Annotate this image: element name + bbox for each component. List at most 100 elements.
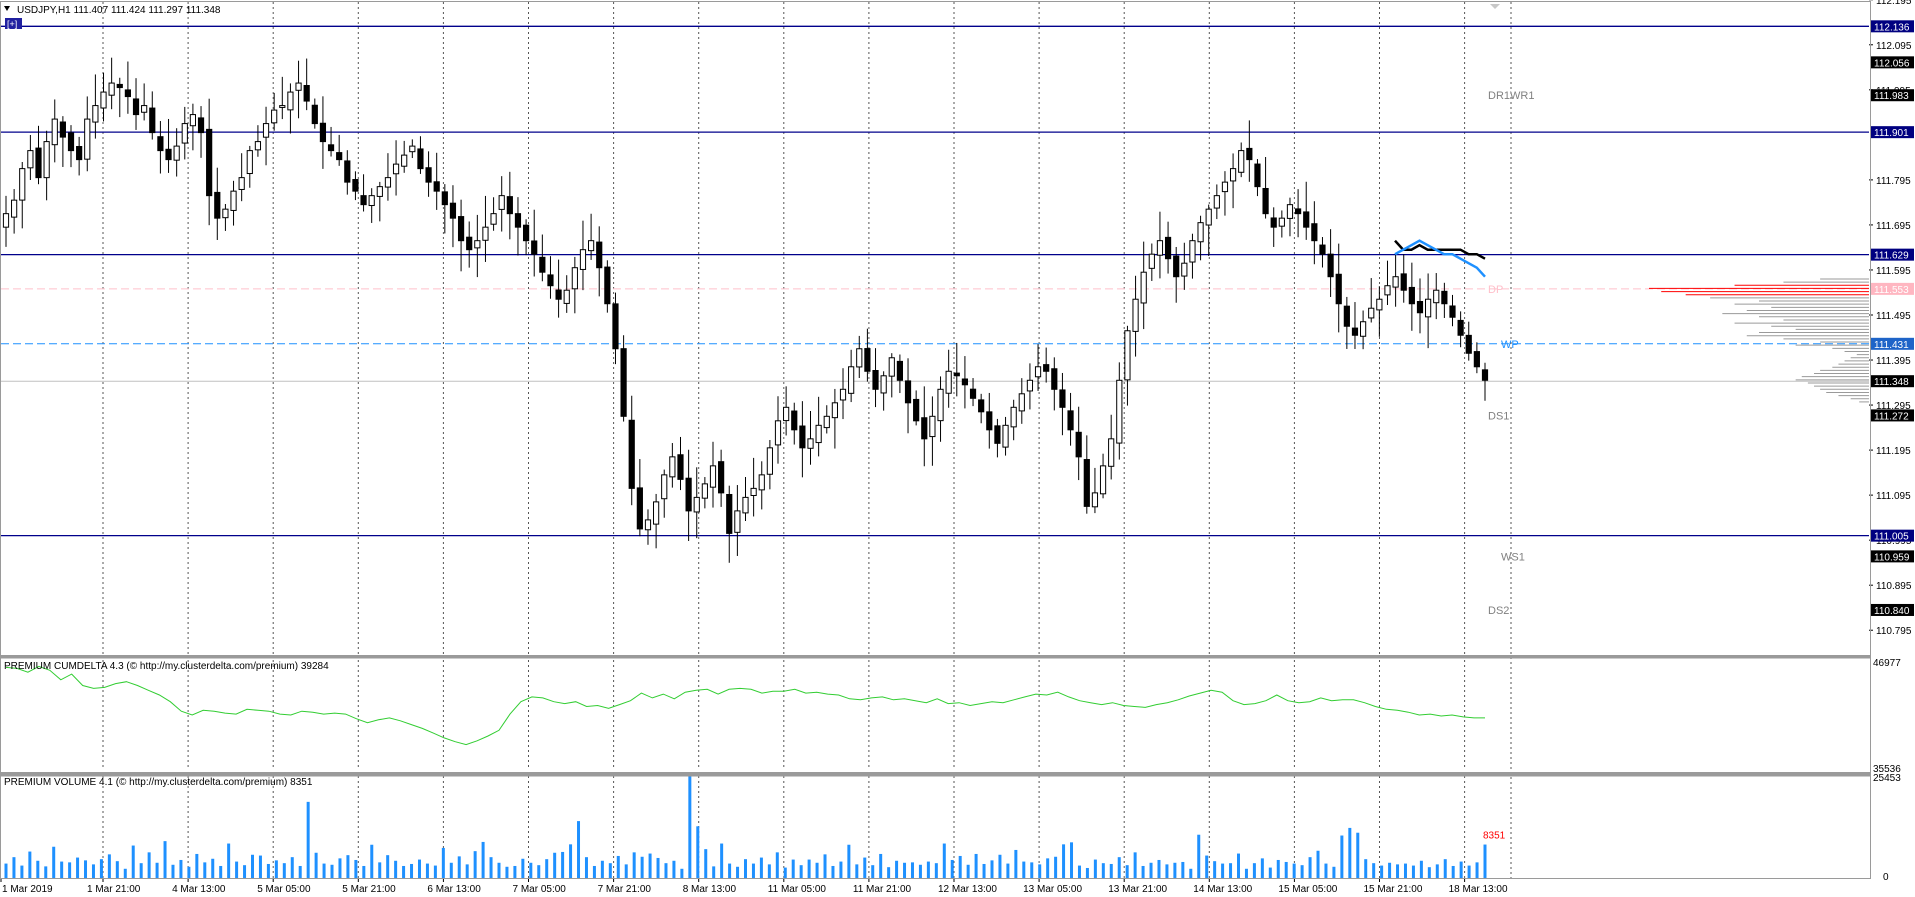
candle-body [1473,351,1480,368]
time-tick-label: 7 Mar 21:00 [598,884,652,895]
candle-body [498,195,505,210]
horizontal-levels[interactable] [1,25,1869,537]
candle-body [1278,217,1285,227]
candle-body [344,160,351,183]
symbol-menu-icon[interactable] [4,6,10,11]
volume-bar [529,862,533,878]
volume-bar [211,858,215,878]
candle-body [555,289,562,300]
candle-body [59,121,66,138]
time-tick-label: 18 Mar 13:00 [1449,884,1508,895]
pane-frame [0,656,1871,774]
candle-body [864,348,871,372]
price-tag [1871,375,1914,388]
candle-body [287,91,294,111]
candle-body [539,256,546,273]
candle-body [856,348,863,368]
cumdelta-axis-max: 46977 [1873,658,1901,669]
expand-button[interactable] [5,18,22,29]
volume-bar [592,865,596,878]
candle-body [986,411,993,431]
candle-body [376,186,383,197]
volume-bar [36,860,40,878]
price-tick-label: 110.995 [1876,536,1912,547]
volume-bar [1483,844,1487,878]
cumdelta-series [5,665,1485,746]
volume-bar [139,863,143,878]
candle-body [1213,195,1220,209]
cumdelta-line [5,665,1485,746]
candle-body [474,240,481,249]
candle-body [1384,285,1391,296]
candle-body [978,399,985,413]
volume-bar [1372,863,1376,878]
candle-body [945,370,952,394]
volume-bar [12,857,16,878]
candle-body [726,493,733,534]
pane-frame [0,772,1871,879]
volume-bar [545,859,549,878]
candle-body [961,378,969,386]
volume-bar [68,862,72,878]
price-tag-label: 111.983 [1874,91,1909,102]
volume-bar [1157,859,1161,878]
candle-body [587,240,595,252]
candle-body [254,141,262,151]
volume-bar [1475,862,1479,878]
candle-body [880,375,887,394]
volume-bar [338,858,342,878]
volume-bar [1229,863,1233,878]
pane-frame [0,1,1871,656]
candle-body [531,240,538,255]
volume-bar [306,801,310,878]
volume-bar [640,856,644,878]
price-tag-label: 111.553 [1874,285,1909,296]
volume-bar [744,859,747,878]
candle-body [11,199,18,218]
volume-bar [632,852,636,878]
volume-bar [1070,842,1074,878]
volume-bar [1093,859,1097,878]
candle-body [1286,204,1294,219]
volume-bar [505,866,509,878]
time-axis: 1 Mar 2019 1 Mar 21:00 4 Mar 13:00 5 Mar 05… [0,878,1508,895]
candle-body [896,360,904,381]
volume-bar [84,860,88,878]
candle-body [1148,253,1155,269]
candle-body [141,105,148,113]
volume-bar [290,857,294,878]
volume-bar [1411,865,1415,878]
candle-body [1132,298,1139,332]
volume-bar [783,867,787,878]
candle-body [1173,255,1180,278]
candle-body [937,388,944,422]
price-tick-label: 111.295 [1876,401,1911,412]
candle-body [92,105,99,123]
candle-body [1067,410,1074,431]
price-tag [1871,409,1914,422]
volume-bar [1443,859,1447,878]
overlay-blue-line [1394,239,1486,278]
volume-bar [330,864,334,878]
volume-bar [847,844,851,878]
volume-bar [1173,862,1177,878]
volume-bar [903,862,907,878]
candle-body [368,195,375,207]
candle-body [1457,319,1464,336]
volume-bar [1038,864,1042,878]
volume-bar [1316,850,1320,878]
volume-bar [1133,852,1137,878]
volume-bar [410,863,414,878]
candle-body [157,136,164,152]
volume-bar [1149,862,1153,878]
volume-bar [354,859,358,878]
candle-body [238,177,245,190]
shift-marker-icon[interactable] [1490,4,1500,9]
candle-body [799,425,806,449]
candle-body [1311,223,1318,242]
candle-body [1441,290,1448,305]
volume-bar [855,864,859,878]
volume-bar [449,862,453,878]
volume-bar [934,863,938,878]
